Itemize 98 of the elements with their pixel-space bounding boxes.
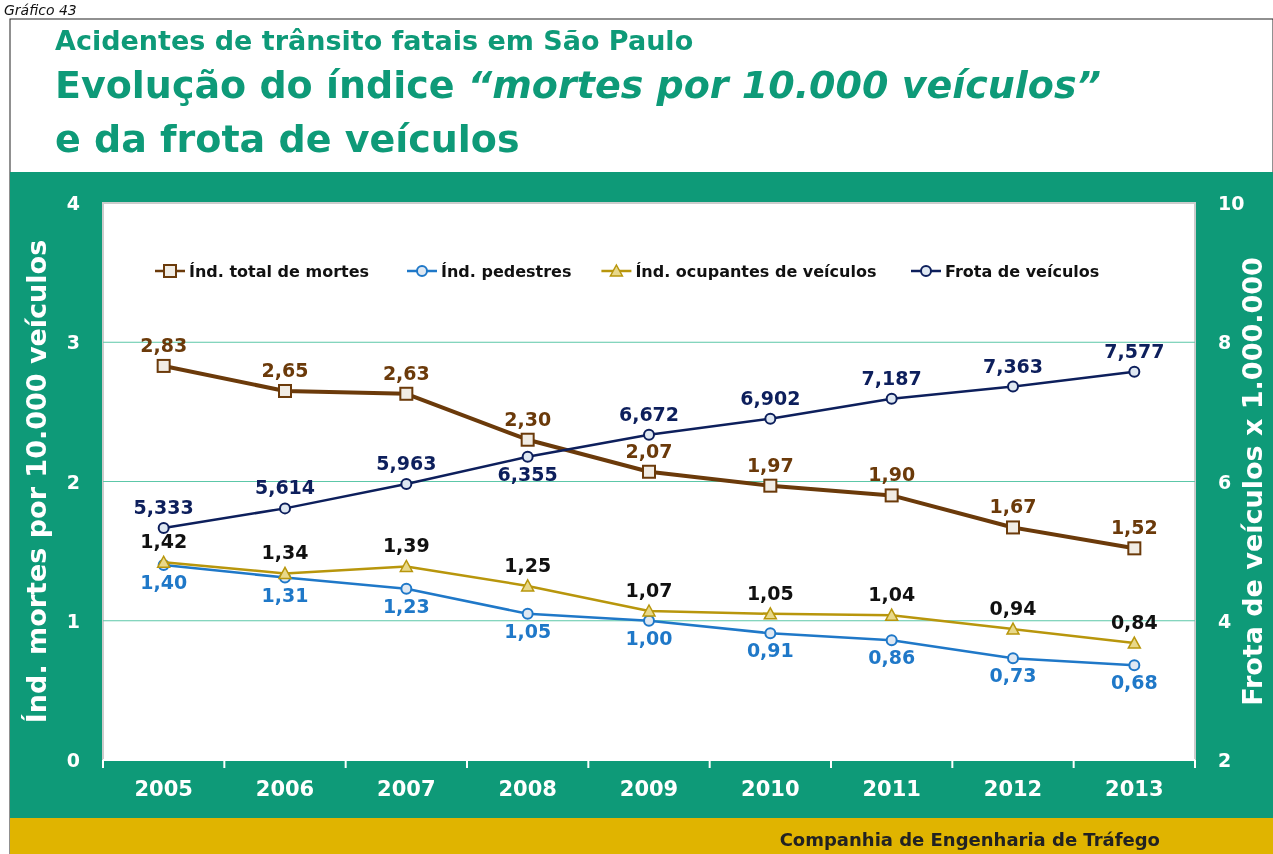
data-label: 1,31 [261,583,309,606]
legend-label: Frota de veículos [945,262,1100,281]
data-label: 2,65 [261,358,309,381]
x-tick-label: 2005 [134,777,193,801]
point [1007,380,1019,393]
y2-tick-label: 4 [1218,609,1232,632]
data-label: 2,30 [504,407,552,430]
x-tick-label: 2011 [862,777,921,801]
point [1007,652,1019,665]
data-label: 2,63 [382,361,430,384]
point [1006,520,1020,535]
data-label: 5,963 [376,452,437,475]
point [763,478,778,493]
data-label: 1,04 [868,583,916,606]
y-tick-label: 1 [66,609,80,632]
data-label: 0,91 [746,639,794,662]
point [399,386,414,401]
data-label: 1,05 [504,619,552,642]
y-tick-label: 2 [66,470,80,493]
data-label: 7,363 [982,354,1044,377]
point [400,582,413,595]
point [885,634,898,647]
data-label: 1,07 [625,579,673,601]
point [156,555,171,569]
data-label: 1,23 [382,594,430,617]
y2-axis-title: Frota de veículos x 1.000.000 [1237,257,1268,706]
x-tick-label: 2013 [1105,777,1164,801]
point [399,559,414,573]
text: Companhia de Engenharia de Tráfego [779,829,1160,850]
y-axis-title: Índ. mortes por 10.000 veículos [21,239,52,724]
data-label: 1,97 [746,453,794,476]
data-label: 0,68 [1110,671,1158,694]
data-label: 1,42 [140,530,188,553]
point [156,358,171,373]
data-label: 6,355 [497,462,558,485]
point [764,412,777,425]
data-label: 0,73 [989,664,1037,687]
point [520,432,535,447]
data-label: 7,187 [861,366,922,389]
chart-subtitle: Evolução do índice “mortes por 10.000 veículos” e da frota de veículos [55,63,1102,161]
point [642,604,656,617]
y2-tick-label: 6 [1218,470,1232,493]
data-label: 6,672 [618,402,680,425]
x-tick-label: 2007 [377,777,436,801]
point [520,579,535,592]
data-label: 1,25 [504,553,552,576]
point [1127,636,1142,649]
data-label: 0,94 [989,597,1037,620]
data-label: 1,90 [868,463,916,486]
text: Gráfico 43 [4,2,77,18]
point [884,488,899,503]
data-label: 2,07 [625,439,673,462]
data-label: 5,333 [133,495,194,518]
y2-tick-label: 10 [1218,192,1245,214]
data-label: 6,902 [740,386,801,409]
data-label: 1,05 [746,581,794,604]
y-tick-label: 0 [66,749,80,771]
data-label: 1,39 [382,534,430,557]
point [279,502,291,515]
point [1128,365,1141,378]
data-label: 5,614 [254,476,316,499]
point [642,464,656,479]
data-label: 1,34 [261,541,309,564]
point [1006,622,1020,635]
data-label: 7,577 [1104,339,1165,362]
x-tick-label: 2009 [619,777,679,801]
data-label: 1,40 [140,571,188,594]
legend-label: Índ. pedestres [441,262,572,281]
y2-tick-label: 8 [1218,331,1232,354]
point [157,521,170,534]
point [1128,659,1141,672]
data-label: 2,83 [140,333,188,356]
data-label: 1,00 [625,626,673,649]
point [885,392,898,405]
y-tick-label: 4 [66,192,80,214]
point [521,450,534,463]
point [521,607,534,620]
data-label: 0,84 [1110,611,1158,634]
point [278,383,292,398]
point [763,607,778,620]
point [884,608,899,621]
legend-label: Índ. total de mortes [189,262,370,281]
point [764,627,777,640]
legend-label: Índ. ocupantes de veículos [635,262,877,281]
data-label: 1,67 [989,495,1037,518]
point [278,566,292,580]
chart-title: Acidentes de trânsito fatais em São Paulo [55,25,694,56]
x-tick-label: 2006 [255,777,315,801]
data-label: 1,52 [1110,516,1158,539]
x-tick-label: 2010 [741,777,800,801]
x-tick-label: 2008 [498,777,557,801]
point [1127,541,1142,556]
x-tick-label: 2012 [983,777,1043,801]
point [643,428,655,441]
y2-tick-label: 2 [1218,749,1232,771]
data-label: 0,86 [868,646,916,669]
y-tick-label: 3 [66,331,80,354]
point [400,478,413,491]
